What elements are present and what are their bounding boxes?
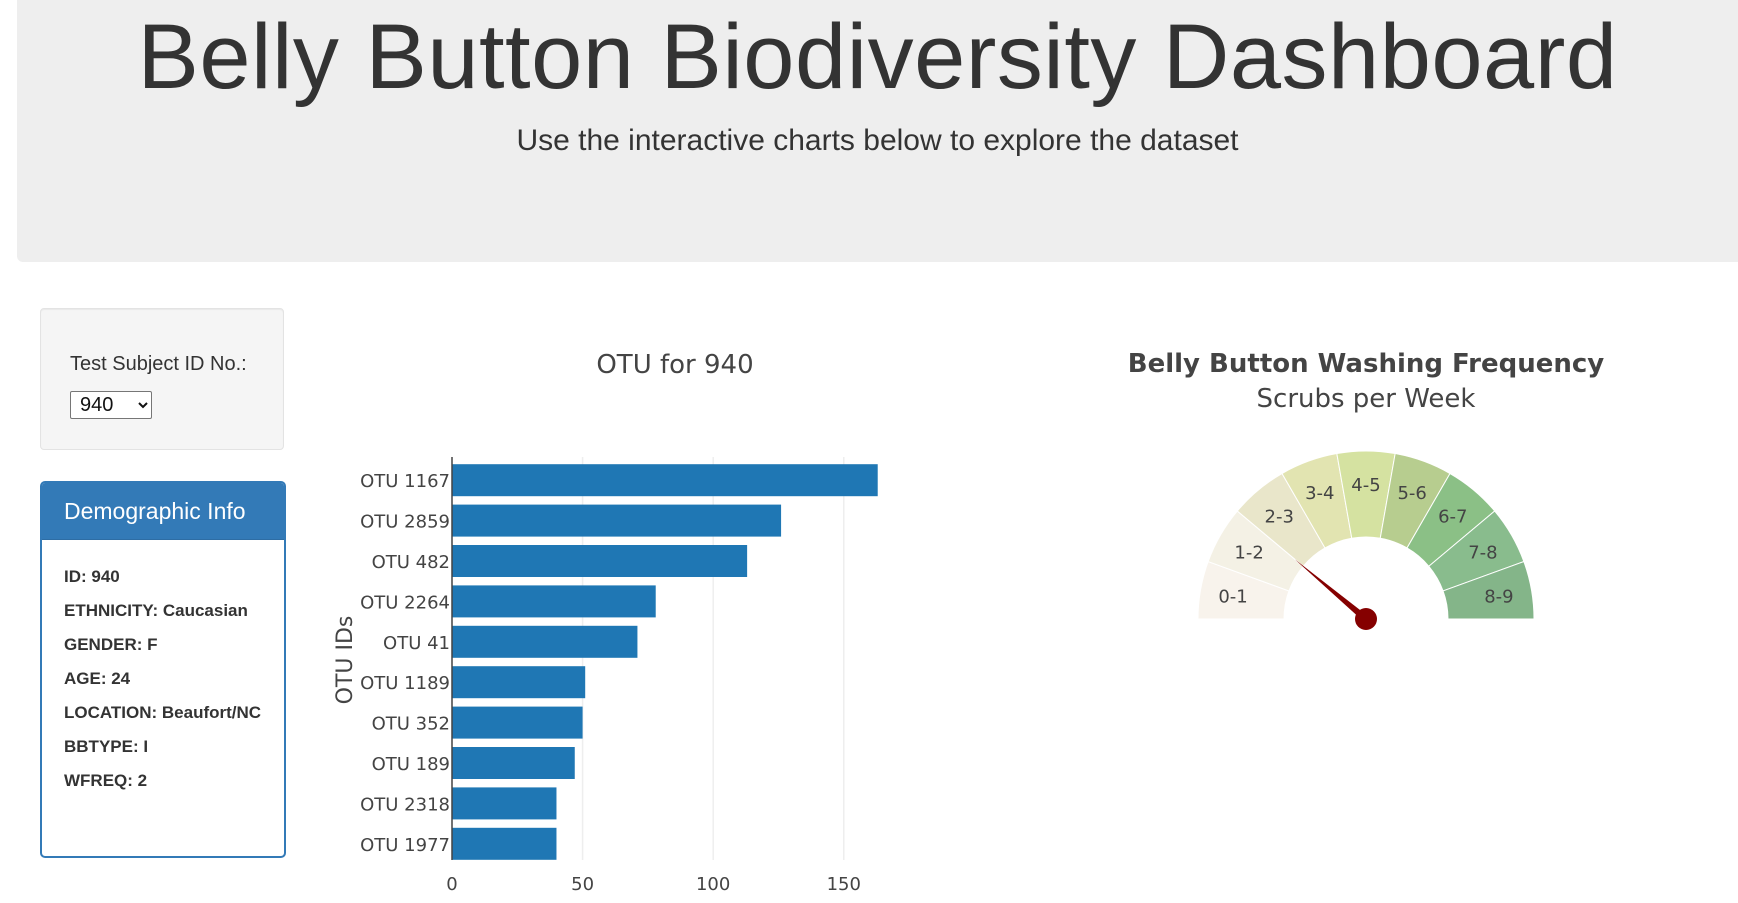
gauge-segment-label: 8-9 [1484, 587, 1513, 608]
bar-y-tick-label: OTU 2859 [360, 512, 450, 533]
bar-mark[interactable] [452, 464, 878, 497]
bar-mark[interactable] [452, 747, 575, 779]
demographic-age: AGE: 24 [64, 669, 131, 688]
demographic-panel-heading: Demographic Info [42, 483, 284, 540]
bar-chart-y-axis-label: OTU IDs [333, 616, 358, 705]
bar-y-tick-label: OTU 352 [372, 714, 450, 735]
gauge-segment-label: 5-6 [1397, 483, 1426, 504]
subject-selector-panel: Test Subject ID No.: 940 [40, 308, 284, 450]
gauge-segment[interactable] [1442, 560, 1535, 620]
demographic-location: LOCATION: Beaufort/NC [64, 703, 262, 722]
page-subtitle: Use the interactive charts below to expl… [516, 124, 1239, 157]
subject-selector-label: Test Subject ID No.: [70, 353, 247, 375]
gauge-segment-label: 0-1 [1218, 587, 1247, 608]
bar-x-tick-label: 50 [571, 874, 594, 895]
gauge-needle-hub [1355, 608, 1377, 630]
demographic-id: ID: 940 [64, 567, 120, 586]
washing-frequency-gauge[interactable]: Belly Button Washing Frequency Scrubs pe… [1080, 340, 1640, 670]
bar-chart-title: OTU for 940 [596, 350, 753, 380]
bar-mark[interactable] [452, 666, 586, 699]
demographic-gender: GENDER: F [64, 635, 158, 654]
bar-y-tick-label: OTU 1189 [360, 673, 450, 694]
gauge-segment-label: 7-8 [1468, 543, 1497, 564]
bar-y-tick-label: OTU 189 [372, 754, 450, 775]
demographic-ethnicity: ETHNICITY: Caucasian [64, 601, 248, 620]
gauge-segment-label: 3-4 [1305, 483, 1334, 504]
bar-x-tick-label: 150 [827, 874, 861, 895]
subject-id-dropdown[interactable]: 940 [70, 391, 152, 419]
demographic-panel: Demographic Info ID: 940 ETHNICITY: Cauc… [40, 481, 286, 858]
page-title: Belly Button Biodiversity Dashboard [137, 6, 1618, 108]
demographic-panel-body: ID: 940 ETHNICITY: Caucasian GENDER: F A… [42, 540, 284, 791]
bar-mark[interactable] [452, 625, 638, 658]
gauge-segment-label: 6-7 [1438, 507, 1467, 528]
gauge-subtitle: Scrubs per Week [1257, 384, 1476, 414]
bar-y-tick-label: OTU 41 [383, 633, 450, 654]
bar-x-tick-label: 0 [446, 874, 457, 895]
bar-y-tick-label: OTU 2318 [360, 794, 450, 815]
bar-y-tick-label: OTU 482 [372, 552, 450, 573]
gauge-title: Belly Button Washing Frequency [1128, 349, 1604, 379]
demographic-bbtype: BBTYPE: I [64, 737, 149, 756]
gauge-segment-label: 1-2 [1234, 543, 1263, 564]
gauge-needle [1294, 559, 1369, 622]
bar-y-tick-label: OTU 1977 [360, 835, 450, 856]
bar-mark[interactable] [452, 827, 557, 860]
gauge-segment-label: 4-5 [1351, 475, 1380, 496]
gauge-segment-label: 2-3 [1265, 507, 1294, 528]
bar-mark[interactable] [452, 504, 782, 537]
bar-y-tick-label: OTU 1167 [360, 471, 450, 492]
header-jumbotron: Belly Button Biodiversity Dashboard Use … [17, 0, 1738, 262]
bar-mark[interactable] [452, 787, 557, 820]
bar-y-tick-label: OTU 2264 [360, 592, 450, 613]
otu-bar-chart[interactable]: OTU for 940 OTU IDs OTU 1167 OTU 2859 OTU … [300, 330, 940, 900]
bar-x-tick-label: 100 [696, 874, 730, 895]
demographic-wfreq: WFREQ: 2 [64, 771, 148, 790]
bar-mark[interactable] [452, 706, 583, 739]
bar-mark[interactable] [452, 545, 748, 577]
bar-mark[interactable] [452, 585, 656, 618]
